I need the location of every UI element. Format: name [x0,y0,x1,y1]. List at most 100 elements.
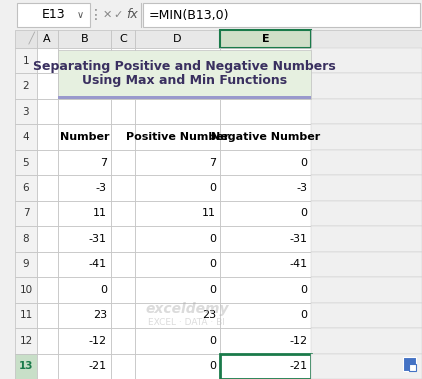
Bar [403,357,416,371]
Text: Separating Positive and Negative Numbers: Separating Positive and Negative Numbers [33,60,336,73]
Text: E: E [262,34,269,44]
Bar [58,50,311,99]
Text: 23: 23 [93,310,107,320]
Bar [219,150,311,175]
Bar [219,277,311,302]
Text: C: C [119,34,127,44]
Bar [219,354,311,379]
Text: =MIN(B13,0): =MIN(B13,0) [149,8,229,22]
Text: A: A [43,34,51,44]
Text: 7: 7 [100,158,107,168]
Bar [219,175,311,201]
Bar [58,328,111,354]
Text: 0: 0 [209,259,216,269]
Text: 0: 0 [100,285,107,295]
Bar [15,74,37,99]
Bar [311,277,422,302]
Text: 7: 7 [208,158,216,168]
Bar [111,74,135,99]
Text: -31: -31 [289,234,307,244]
Bar [135,30,219,48]
Bar [135,150,219,175]
Bar [58,175,111,201]
Bar [111,252,135,277]
Bar [15,354,37,379]
Bar [37,201,58,226]
Bar [111,277,135,302]
Text: 0: 0 [300,158,307,168]
Bar [111,99,135,124]
Bar [219,124,311,150]
Bar [311,252,422,277]
Text: E13: E13 [42,8,65,22]
Bar [111,201,135,226]
Bar [15,0,422,30]
Text: -3: -3 [296,183,307,193]
Bar [219,226,311,252]
Text: 11: 11 [202,208,216,219]
Text: -41: -41 [289,259,307,269]
Text: Positive Number: Positive Number [126,132,229,142]
Bar [219,252,311,277]
Bar [37,48,58,74]
Text: 3: 3 [23,106,29,117]
Bar [15,226,37,252]
Bar [15,277,37,302]
Text: exceldemy: exceldemy [145,302,229,316]
Text: 0: 0 [209,183,216,193]
Text: ⋮: ⋮ [88,8,102,22]
Bar [219,328,311,354]
Bar [135,226,219,252]
Bar [219,302,311,328]
Text: 0: 0 [300,285,307,295]
Text: 2: 2 [23,81,29,91]
Bar [135,124,219,150]
Text: ✓: ✓ [114,10,123,20]
Text: Using Max and Min Functions: Using Max and Min Functions [82,74,287,87]
Text: 0: 0 [209,285,216,295]
Bar [37,302,58,328]
Bar [58,252,111,277]
Bar [111,48,135,74]
Text: D: D [173,34,181,44]
Bar [37,328,58,354]
Text: 8: 8 [23,234,29,244]
Text: -21: -21 [89,361,107,371]
Bar [15,48,37,74]
Bar [58,124,111,150]
Bar [111,124,135,150]
Text: 5: 5 [23,158,29,168]
Bar [58,302,111,328]
Bar [111,30,135,48]
Bar [15,302,37,328]
Text: 9: 9 [23,259,29,269]
Bar [219,201,311,226]
Bar [58,96,311,99]
Text: 13: 13 [19,361,33,371]
Bar [37,30,58,48]
Text: -31: -31 [89,234,107,244]
Bar [58,99,111,124]
Text: -12: -12 [289,336,307,346]
Text: 12: 12 [19,336,32,346]
Text: 11: 11 [93,208,107,219]
Text: B: B [81,34,88,44]
Text: 0: 0 [209,336,216,346]
Bar [37,150,58,175]
Bar [219,30,311,48]
Bar [135,48,219,74]
Bar [37,226,58,252]
Bar [135,354,219,379]
Text: -41: -41 [89,259,107,269]
Text: 10: 10 [19,285,32,295]
Text: 7: 7 [23,208,29,219]
Bar [17,3,89,27]
Bar [58,354,111,379]
Text: -12: -12 [89,336,107,346]
Bar [311,226,422,252]
Bar [219,48,311,74]
Text: -21: -21 [289,361,307,371]
Bar [311,48,422,74]
Bar [15,124,37,150]
Text: ∨: ∨ [77,10,84,20]
